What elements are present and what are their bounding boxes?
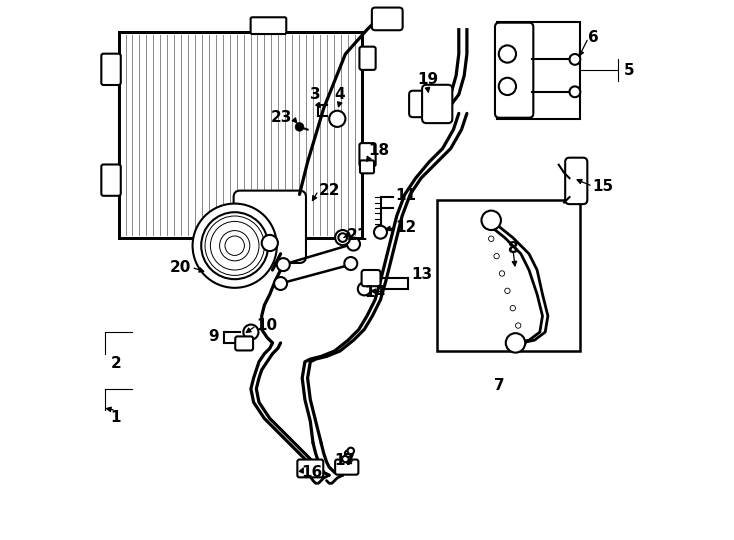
Circle shape bbox=[357, 282, 371, 295]
Circle shape bbox=[374, 226, 387, 239]
Circle shape bbox=[335, 230, 350, 245]
Text: 22: 22 bbox=[319, 183, 340, 198]
FancyBboxPatch shape bbox=[101, 53, 121, 85]
Circle shape bbox=[330, 111, 346, 127]
Circle shape bbox=[347, 238, 360, 251]
Text: 13: 13 bbox=[411, 267, 432, 282]
FancyBboxPatch shape bbox=[362, 270, 380, 286]
Text: 9: 9 bbox=[208, 329, 219, 344]
Text: 19: 19 bbox=[417, 72, 438, 87]
Circle shape bbox=[225, 236, 244, 255]
Circle shape bbox=[505, 288, 510, 294]
Circle shape bbox=[515, 323, 521, 328]
Circle shape bbox=[274, 277, 287, 290]
Text: 16: 16 bbox=[301, 465, 322, 480]
FancyBboxPatch shape bbox=[495, 23, 534, 118]
Text: 3: 3 bbox=[310, 86, 321, 102]
FancyBboxPatch shape bbox=[360, 46, 376, 70]
Text: 8: 8 bbox=[507, 241, 518, 256]
Circle shape bbox=[570, 86, 581, 97]
FancyBboxPatch shape bbox=[101, 165, 121, 196]
Text: 1: 1 bbox=[111, 410, 121, 426]
FancyBboxPatch shape bbox=[360, 143, 376, 166]
Text: 23: 23 bbox=[271, 110, 292, 125]
Text: 17: 17 bbox=[334, 453, 355, 468]
Text: 11: 11 bbox=[396, 188, 417, 203]
Circle shape bbox=[348, 448, 354, 454]
FancyBboxPatch shape bbox=[565, 158, 587, 204]
Circle shape bbox=[338, 233, 347, 242]
Circle shape bbox=[277, 258, 290, 271]
Text: 21: 21 bbox=[346, 228, 368, 244]
Circle shape bbox=[506, 333, 526, 353]
Bar bbox=[119, 32, 362, 238]
Circle shape bbox=[510, 306, 515, 311]
Bar bbox=[437, 200, 581, 351]
FancyBboxPatch shape bbox=[233, 191, 306, 263]
Text: 4: 4 bbox=[335, 86, 345, 102]
FancyBboxPatch shape bbox=[235, 336, 253, 350]
Text: 12: 12 bbox=[396, 220, 417, 235]
FancyBboxPatch shape bbox=[422, 85, 452, 123]
Circle shape bbox=[499, 271, 505, 276]
Circle shape bbox=[219, 231, 250, 261]
Text: 15: 15 bbox=[593, 179, 614, 194]
Circle shape bbox=[570, 54, 581, 65]
Text: 18: 18 bbox=[368, 143, 390, 158]
Circle shape bbox=[499, 78, 516, 95]
Circle shape bbox=[211, 221, 259, 270]
Text: 6: 6 bbox=[589, 30, 599, 45]
FancyBboxPatch shape bbox=[335, 460, 358, 475]
Circle shape bbox=[494, 253, 499, 259]
FancyBboxPatch shape bbox=[372, 8, 403, 30]
Circle shape bbox=[344, 257, 357, 270]
FancyBboxPatch shape bbox=[409, 91, 438, 117]
Text: 2: 2 bbox=[111, 356, 121, 372]
FancyBboxPatch shape bbox=[360, 160, 374, 173]
Circle shape bbox=[201, 212, 268, 279]
Circle shape bbox=[342, 456, 349, 462]
FancyBboxPatch shape bbox=[250, 17, 286, 34]
Circle shape bbox=[192, 204, 277, 288]
Text: 14: 14 bbox=[365, 285, 386, 300]
Circle shape bbox=[521, 340, 526, 346]
FancyBboxPatch shape bbox=[297, 460, 323, 477]
Circle shape bbox=[244, 325, 258, 340]
Circle shape bbox=[499, 45, 516, 63]
Circle shape bbox=[262, 235, 278, 251]
Circle shape bbox=[295, 123, 304, 131]
Circle shape bbox=[205, 216, 264, 275]
Text: 7: 7 bbox=[494, 378, 504, 393]
Circle shape bbox=[483, 219, 489, 224]
Circle shape bbox=[489, 236, 494, 241]
Bar bbox=[497, 22, 581, 119]
Circle shape bbox=[345, 450, 352, 457]
Circle shape bbox=[482, 211, 501, 230]
Text: 10: 10 bbox=[256, 318, 277, 333]
Text: 20: 20 bbox=[170, 260, 192, 275]
Text: 5: 5 bbox=[623, 63, 634, 78]
